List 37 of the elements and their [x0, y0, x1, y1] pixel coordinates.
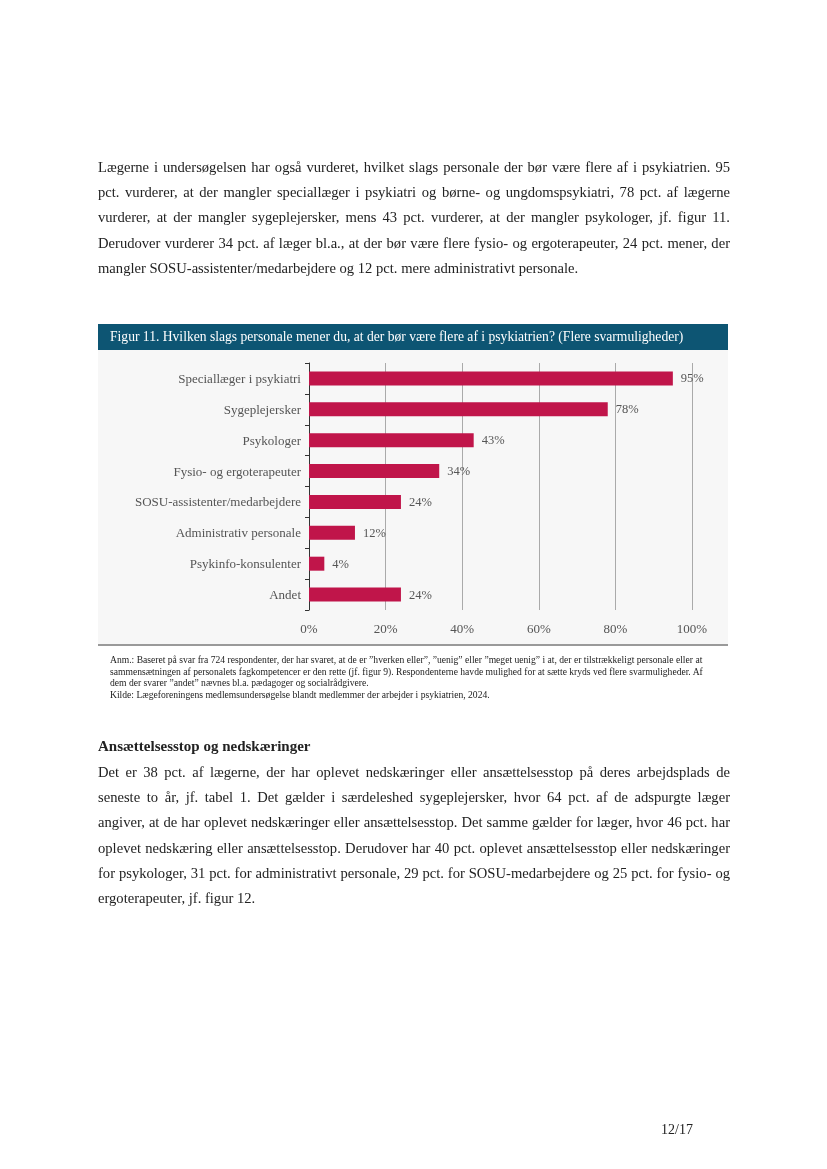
x-tick-label: 100% — [676, 621, 708, 636]
y-tick-label: SOSU-assistenter/medarbejdere — [134, 494, 302, 510]
bar — [309, 371, 673, 386]
x-tick-label: 80% — [603, 621, 628, 636]
data-label: 78% — [615, 402, 639, 417]
bar — [309, 402, 608, 417]
text: Det er 38 pct. af lægerne, der har oplevet nedskæringer eller ansættelsesstop på deres arbejdsplads de seneste to år, jf. tabel 1. Det gælder i særdeleshed sygeplejersker, hvor 64 pct. af de adspurgte læger angiver, at de har oplevet nedskæringer eller ansættelsesstop. Det samme gælder for læger, hvor 46 pct. har oplevet nedskæring eller ansættelsesstop. Derudover har 40 pct. oplevet ansættelsesstop eller nedskæringer for psykologer, 31 pct. for administrativt personale, 29 pct. for SOSU-medarbejdere og 25 pct. for fysio- og ergoterapeuter, jf. figur 12. — [98, 763, 730, 908]
x-tick-label: 0% — [300, 621, 318, 636]
data-label: 34% — [447, 464, 471, 479]
y-tick-label: Psykinfo-konsulenter — [189, 556, 302, 572]
x-tick-label: 60% — [526, 621, 551, 636]
bar — [309, 464, 440, 479]
data-label: 24% — [408, 587, 432, 602]
bar — [309, 433, 474, 448]
data-label: 12% — [362, 525, 386, 540]
bar — [309, 556, 325, 571]
text: Lægerne i undersøgelsen har også vurderet, hvilket slags personale der bør være flere af i psykiatrien. 95 pct. vurderer, at der mangler speciallæger i psykiatri og børne- og ungdomspsykiatri, 78 pct. af lægerne vurderer, at der mangler sygeplejersker, mens 43 pct. vurderer, at der mangler psykologer, jf. figur 11. Derudover vurderer 34 pct. af læger bl.a., at der bør være flere fysio- og ergoterapeuter, 24 pct. mener, der mangler SOSU-assistenter/medarbejdere og 12 pct. mere administrativt personale. — [98, 158, 730, 278]
text: Ansættelsesstop og nedskæringer — [98, 738, 311, 755]
bar — [309, 587, 401, 602]
y-tick-label: Psykologer — [242, 432, 302, 448]
bar — [309, 494, 401, 509]
data-label: 95% — [680, 371, 704, 386]
y-tick-label: Fysio- og ergoterapeuter — [173, 463, 302, 479]
text: 12/17 — [661, 1122, 693, 1138]
chart-title: Figur 11. Hvilken slags personale mener du, at der bør være flere af i psykiatrien? (Flere svarmuligheder) — [98, 324, 728, 350]
y-tick-label: Sygeplejersker — [223, 401, 302, 417]
y-tick-label: Administrativ personale — [175, 525, 302, 541]
x-tick-label: 40% — [450, 621, 475, 636]
data-label: 4% — [332, 556, 349, 571]
text: Anm.: Baseret på svar fra 724 respondenter, der har svaret, at de er ”hverken eller”, ”uenig” eller ”meget uenig” i at, der er tilstrækkeligt personale eller at sammensætningen af personalets fagkompetencer er den rette (jf. figur 9). Respondenterne havde mulighed for at sætte kryds ved flere svarmuligheder. Af dem der svarer ”andet” nævnes bl.a. pædagoger og socialrådgivere. — [110, 654, 704, 689]
y-tick-label: Speciallæger i psykiatri — [178, 370, 302, 386]
x-tick-label: 20% — [373, 621, 398, 636]
text: Kilde: Lægeforeningens medlemsundersøgelse blandt medlemmer der arbejder i psykiatrien, 2024. — [110, 689, 491, 701]
data-label: 43% — [481, 433, 505, 448]
y-tick-label: Andet — [269, 587, 302, 603]
bar — [309, 525, 355, 540]
data-label: 24% — [408, 494, 432, 509]
